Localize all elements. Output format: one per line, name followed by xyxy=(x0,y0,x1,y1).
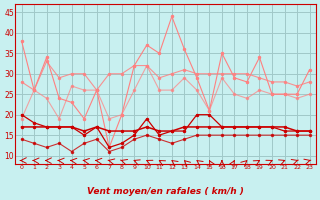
X-axis label: Vent moyen/en rafales ( km/h ): Vent moyen/en rafales ( km/h ) xyxy=(87,187,244,196)
